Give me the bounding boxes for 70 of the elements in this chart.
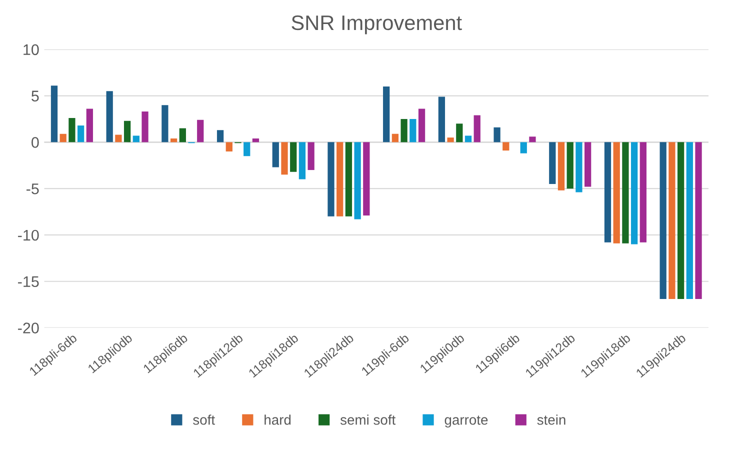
chart-title: SNR Improvement [292, 15, 462, 34]
bar [630, 142, 638, 244]
bar [392, 134, 399, 142]
bar [613, 142, 620, 244]
bar [686, 142, 693, 300]
bar [328, 142, 334, 216]
legend-label: stein [537, 414, 566, 425]
bar [244, 142, 250, 156]
bar [464, 136, 472, 142]
bar [604, 142, 612, 242]
bar [400, 118, 408, 142]
bar [162, 105, 168, 142]
y-tick-label: -15 [18, 276, 39, 288]
bar [142, 112, 148, 142]
bar [226, 142, 232, 152]
bar [549, 142, 556, 184]
bar [576, 142, 582, 192]
bar [272, 142, 279, 168]
legend-label: hard [264, 414, 291, 425]
bar [438, 96, 446, 142]
bar [290, 142, 297, 172]
bar [584, 142, 592, 187]
bar [86, 108, 93, 142]
bar [281, 142, 288, 175]
y-tick-label: -5 [26, 184, 39, 194]
bar [418, 108, 426, 142]
y-tick-label: 10 [24, 44, 39, 56]
bar [410, 118, 416, 142]
legend-label: soft [193, 414, 215, 425]
bar [474, 115, 480, 142]
bar [308, 142, 314, 170]
bar [170, 138, 178, 142]
bar [115, 134, 122, 142]
y-tick-label: 5 [32, 90, 39, 102]
y-tick-label: -20 [18, 322, 39, 334]
bar [456, 124, 463, 142]
bar [179, 128, 186, 142]
bar [298, 142, 306, 180]
bar [447, 138, 454, 142]
y-tick-label: 0 [32, 137, 39, 148]
bar [363, 142, 370, 216]
bar [622, 142, 629, 244]
bar [502, 142, 510, 151]
bar [677, 142, 684, 300]
bar [68, 118, 76, 142]
bar [124, 120, 131, 142]
bar [106, 91, 113, 142]
bar [132, 136, 140, 142]
bar [60, 134, 66, 142]
bar [640, 142, 646, 242]
bar [345, 142, 352, 216]
bar [336, 142, 344, 216]
bar [660, 142, 666, 300]
bar [529, 136, 536, 142]
bar [558, 142, 565, 190]
bar [695, 142, 702, 300]
bar [494, 127, 500, 142]
bar [668, 142, 676, 300]
bar [197, 120, 204, 142]
y-tick-label: -10 [18, 230, 39, 241]
legend-label: garrote [444, 416, 488, 428]
bar [77, 125, 84, 142]
bar [252, 138, 260, 142]
bar [216, 130, 224, 142]
bar [354, 142, 361, 220]
bar [566, 142, 574, 189]
bar [520, 142, 527, 154]
legend-label: semi soft [340, 414, 396, 425]
bar [50, 86, 58, 142]
bar [383, 86, 390, 142]
